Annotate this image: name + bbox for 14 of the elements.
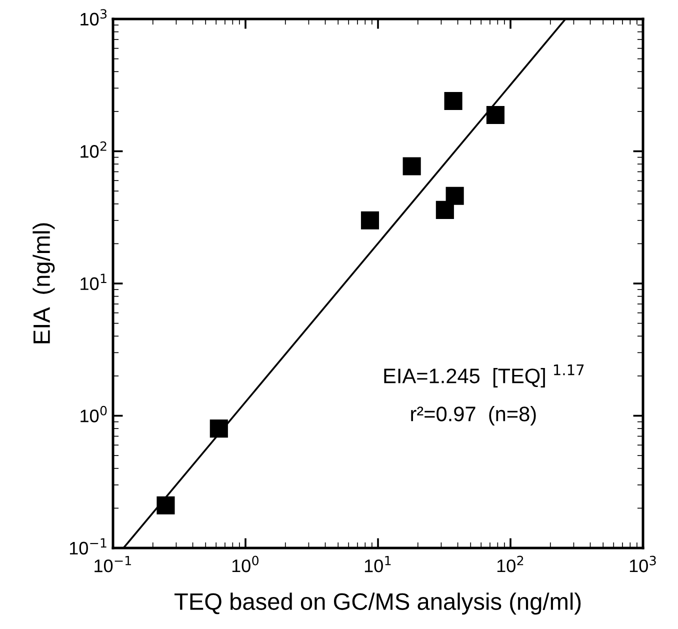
x-tick-label: 10$^{−1}$ [94, 556, 131, 572]
x-axis-title: TEQ based on GC/MS analysis (ng/ml) [174, 592, 581, 615]
y-axis-title: EIA (ng/ml) [32, 223, 55, 344]
x-tick-label: 10$^{1}$ [364, 556, 391, 572]
y-tick-label: 10$^{−1}$ [70, 538, 106, 555]
y-tick-label: 10$^{3}$ [80, 9, 107, 26]
y-tick-label: 10$^{2}$ [80, 141, 106, 158]
y-tick-label: 10$^{0}$ [80, 406, 107, 422]
x-tick-label: 10$^{3}$ [630, 556, 656, 572]
annotation: EIA=1.245 [TEQ] $^{1.17}$ [384, 364, 584, 388]
y-tick-label: 10$^{1}$ [80, 274, 106, 290]
annotation: r²=0.97 (n=8) [411, 406, 536, 426]
x-tick-label: 10$^{2}$ [497, 556, 524, 572]
x-tick-label: 10$^{0}$ [232, 556, 259, 572]
